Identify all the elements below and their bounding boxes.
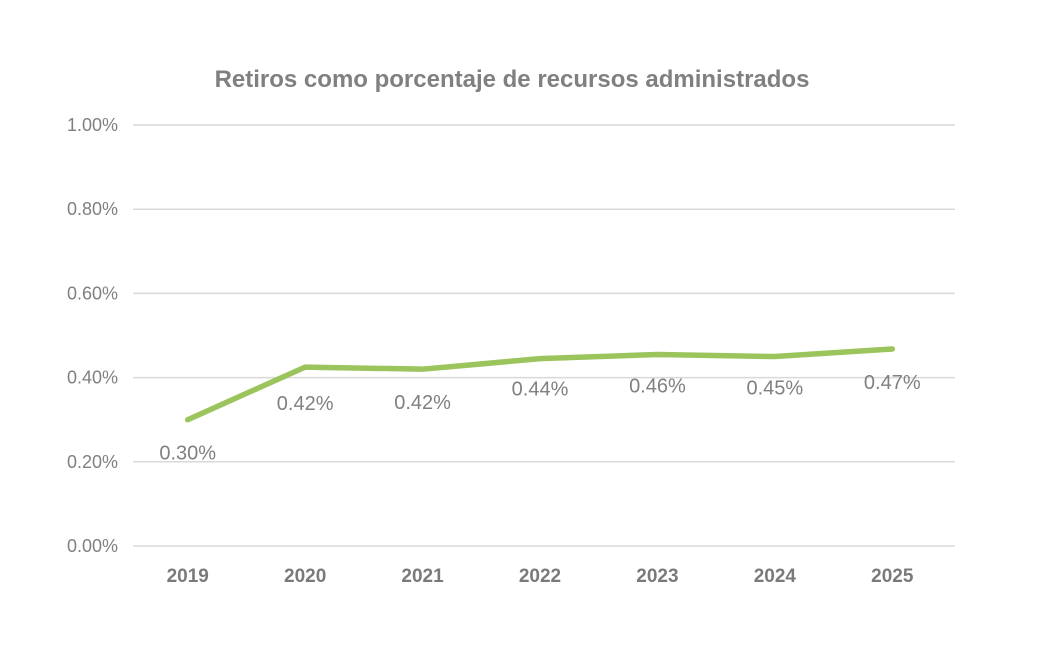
x-axis: 2019 2020 2021 2022 2023 2024 2025 xyxy=(167,566,914,587)
data-labels: 0.30% 0.42% 0.42% 0.44% 0.46% 0.45% 0.47% xyxy=(159,372,920,465)
data-label: 0.30% xyxy=(159,443,216,465)
data-label: 0.45% xyxy=(746,378,803,400)
x-tick-label: 2024 xyxy=(754,566,797,587)
y-tick-label: 0.60% xyxy=(67,283,118,303)
series xyxy=(184,346,896,423)
x-tick-label: 2025 xyxy=(871,566,914,587)
data-label: 0.44% xyxy=(512,379,569,401)
y-tick-label: 0.40% xyxy=(67,368,118,388)
data-label: 0.47% xyxy=(864,372,921,394)
chart-title: Retiros como porcentaje de recursos admi… xyxy=(215,66,810,93)
x-tick-label: 2021 xyxy=(401,566,444,587)
data-label: 0.42% xyxy=(277,393,334,415)
data-label: 0.42% xyxy=(394,392,451,414)
y-tick-label: 0.20% xyxy=(67,452,118,472)
y-tick-label: 1.00% xyxy=(67,115,118,135)
x-tick-label: 2020 xyxy=(284,566,326,587)
gridlines xyxy=(133,124,955,547)
y-axis: 0.00% 0.20% 0.40% 0.60% 0.80% 1.00% xyxy=(67,115,118,556)
y-tick-label: 0.00% xyxy=(67,536,118,556)
x-tick-label: 2022 xyxy=(519,566,561,587)
data-label: 0.46% xyxy=(629,375,686,397)
y-tick-label: 0.80% xyxy=(67,199,118,219)
x-tick-label: 2023 xyxy=(636,566,678,587)
x-tick-label: 2019 xyxy=(167,566,209,587)
